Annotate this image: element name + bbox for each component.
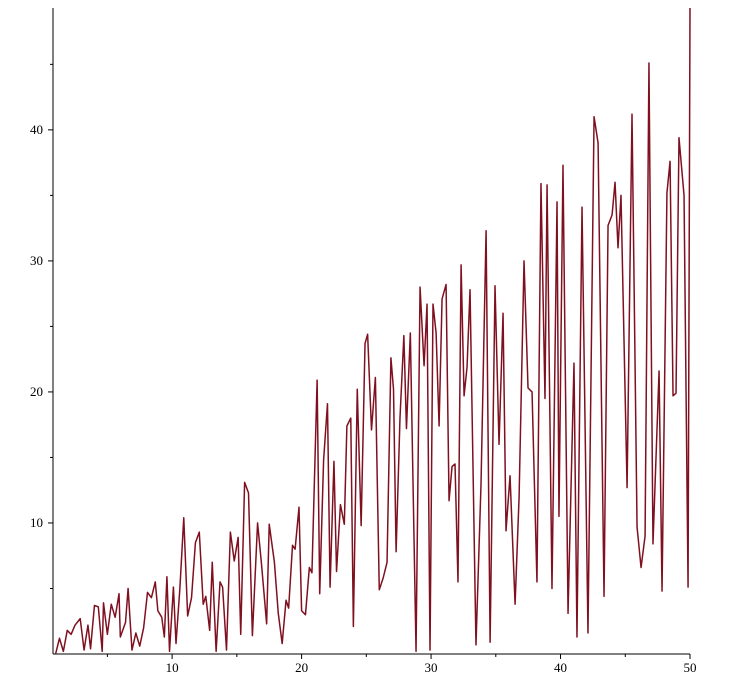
x-tick-label: 50	[684, 660, 697, 675]
y-tick-label: 40	[30, 122, 43, 137]
y-tick-label: 10	[30, 515, 43, 530]
x-tick-label: 20	[295, 660, 308, 675]
y-tick-label: 30	[30, 253, 43, 268]
y-tick-label: 20	[30, 384, 43, 399]
x-tick-label: 40	[554, 660, 567, 675]
data-line	[54, 7, 691, 655]
x-tick-label: 30	[425, 660, 438, 675]
x-tick-label: 10	[166, 660, 179, 675]
